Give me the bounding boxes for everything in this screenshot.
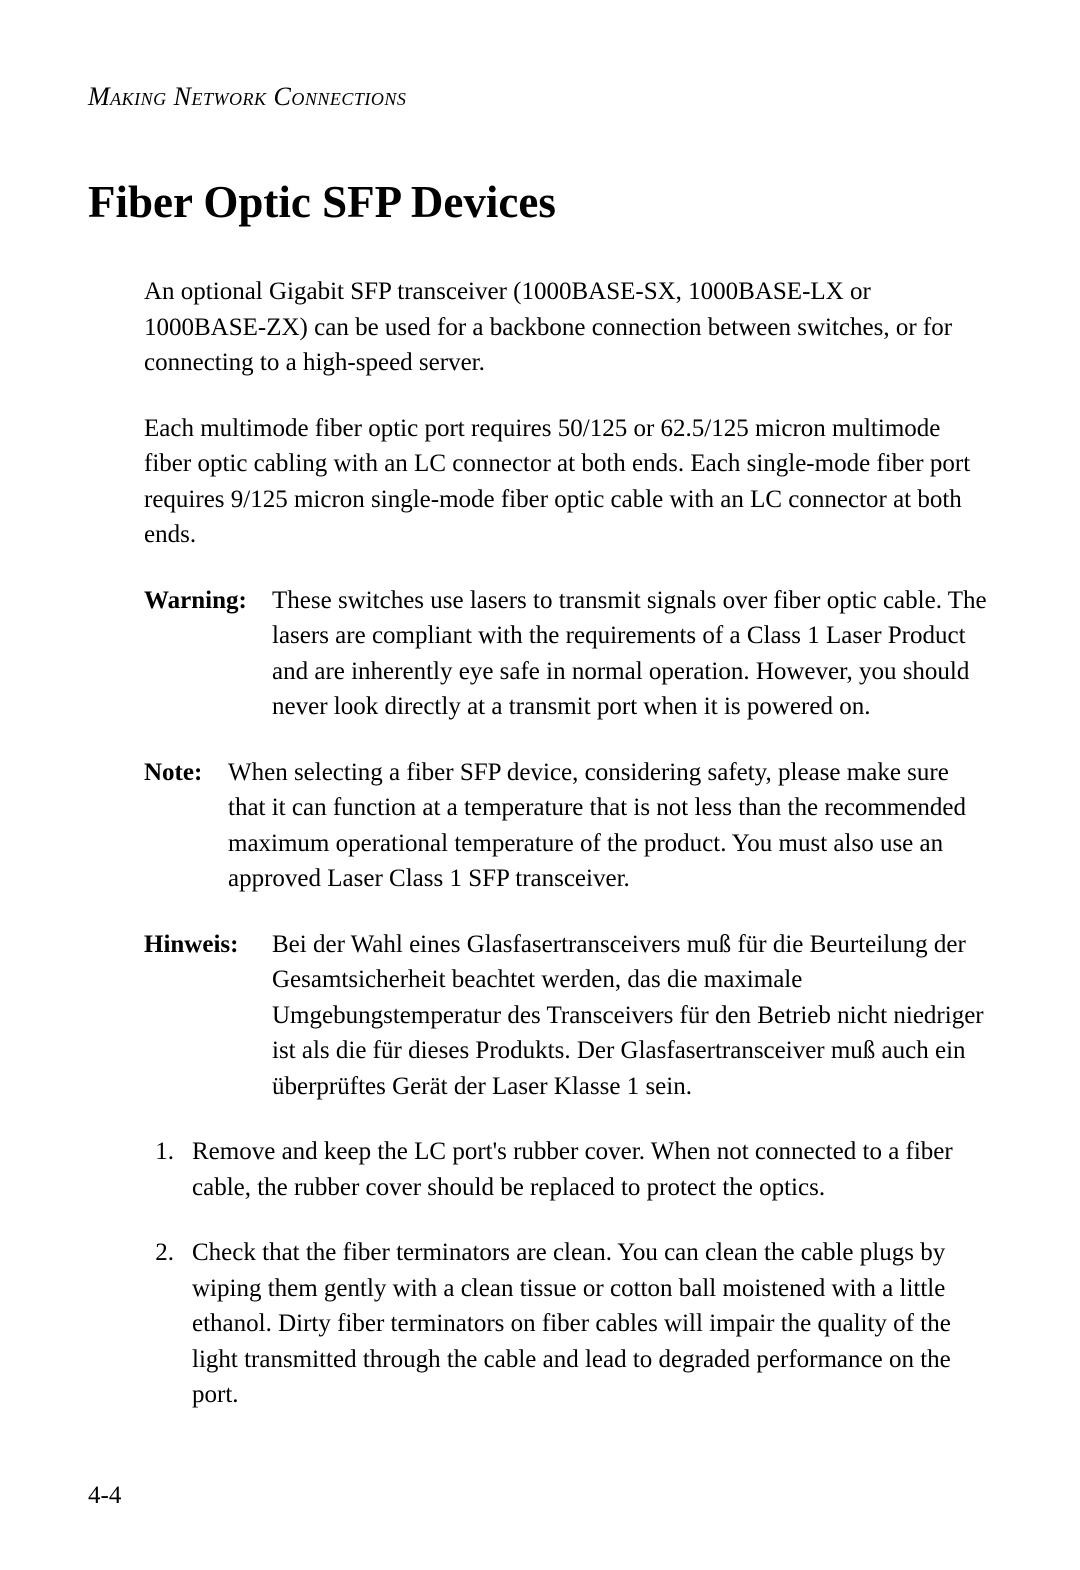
step-item: 1. Remove and keep the LC port's rubber … [144,1134,992,1205]
running-head: Making Network Connections [88,82,992,112]
step-text: Remove and keep the LC port's rubber cov… [192,1134,992,1205]
page-number: 4-4 [88,1482,121,1510]
step-number: 2. [144,1235,192,1413]
body-content: An optional Gigabit SFP transceiver (100… [144,274,992,1413]
ordered-steps: 1. Remove and keep the LC port's rubber … [144,1134,992,1413]
step-item: 2. Check that the fiber terminators are … [144,1235,992,1413]
note-callout: Note: When selecting a fiber SFP device,… [144,755,992,897]
warning-text: These switches use lasers to transmit si… [272,583,992,725]
paragraph-cabling: Each multimode fiber optic port requires… [144,411,992,553]
step-text: Check that the fiber terminators are cle… [192,1235,992,1413]
note-text: When selecting a fiber SFP device, consi… [228,755,992,897]
step-number: 1. [144,1134,192,1205]
hinweis-callout: Hinweis: Bei der Wahl eines Glasfasertra… [144,927,992,1105]
hinweis-text: Bei der Wahl eines Glasfasertransceivers… [272,927,992,1105]
hinweis-label: Hinweis: [144,927,272,1105]
page: Making Network Connections Fiber Optic S… [0,0,1080,1570]
warning-label: Warning: [144,583,272,725]
warning-callout: Warning: These switches use lasers to tr… [144,583,992,725]
note-label: Note: [144,755,228,897]
page-title: Fiber Optic SFP Devices [88,176,992,228]
paragraph-intro: An optional Gigabit SFP transceiver (100… [144,274,992,381]
